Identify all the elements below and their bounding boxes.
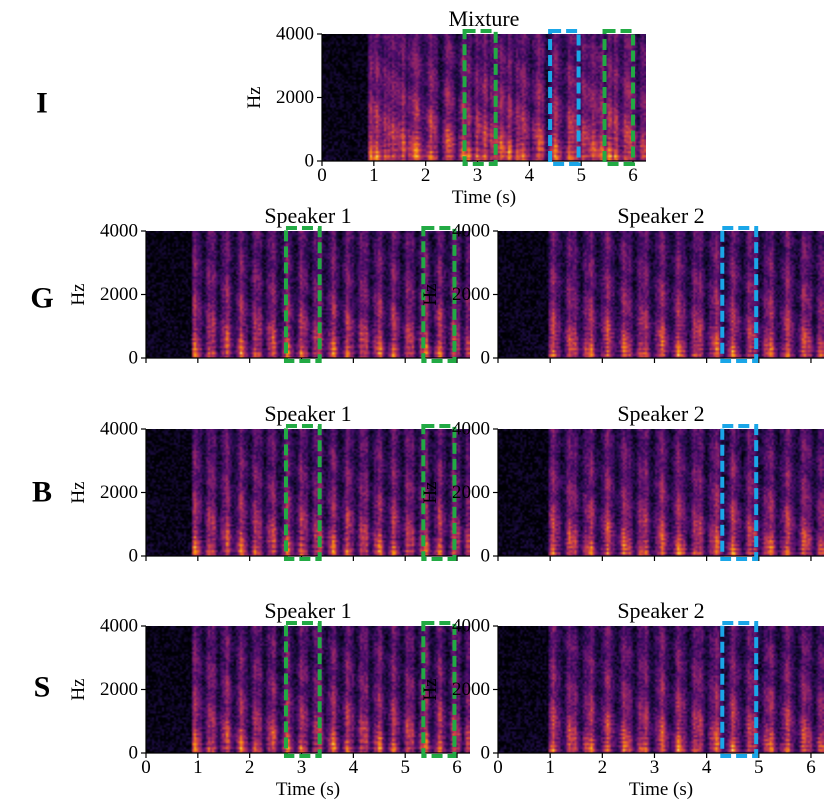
y-axis-label: Hz — [244, 86, 265, 108]
y-tick-label: 4000 — [100, 221, 138, 242]
y-axis-label: Hz — [420, 678, 441, 700]
highlight-box-green — [283, 621, 322, 758]
panel-title: Speaker 2 — [617, 598, 704, 623]
y-tick-label: 0 — [129, 546, 139, 567]
highlight-box-green — [462, 29, 498, 166]
highlight-box-green — [421, 621, 457, 758]
y-axis-label: Hz — [68, 283, 89, 305]
spectrogram-image — [498, 429, 824, 556]
y-axis-label: Hz — [68, 481, 89, 503]
x-tick-label: 6 — [628, 165, 638, 186]
x-tick-label: 3 — [473, 165, 483, 186]
highlight-box-blue — [720, 621, 759, 758]
x-tick-label: 2 — [598, 757, 608, 778]
x-tick-label: 5 — [754, 757, 764, 778]
spectrogram-image — [498, 626, 824, 753]
row-label-s: S — [34, 671, 51, 704]
x-axis-label: Time (s) — [629, 779, 693, 800]
y-tick-label: 4000 — [100, 419, 138, 440]
panel-title: Speaker 1 — [264, 203, 351, 228]
y-axis-label: Hz — [420, 283, 441, 305]
panel-title: Speaker 2 — [617, 203, 704, 228]
panel-s-s1: Speaker 1 0 2000 4000 Hz 0 1 2 3 4 5 6 Time (s) — [68, 598, 470, 800]
y-axis-label: Hz — [420, 481, 441, 503]
x-tick-label: 0 — [317, 165, 327, 186]
y-tick-label: 0 — [481, 546, 491, 567]
x-tick-label: 3 — [650, 757, 660, 778]
x-tick-label: 1 — [545, 757, 555, 778]
spectrogram-image — [146, 626, 470, 753]
x-tick-label: 6 — [452, 757, 462, 778]
highlight-box-green — [283, 424, 322, 561]
x-axis-label: Time (s) — [452, 187, 516, 208]
panel-title: Speaker 2 — [617, 401, 704, 426]
row-label-i: I — [36, 87, 48, 120]
spectrogram-image — [146, 231, 470, 358]
highlight-box-green — [283, 226, 322, 363]
panel-b-s1: Speaker 1 0 2000 4000 Hz — [68, 401, 470, 567]
y-tick-label: 4000 — [100, 616, 138, 637]
panel-title: Speaker 1 — [264, 401, 351, 426]
y-tick-label: 0 — [129, 743, 139, 764]
highlight-box-green — [602, 29, 636, 166]
highlight-box-blue — [720, 424, 759, 561]
x-tick-label: 6 — [806, 757, 816, 778]
x-tick-label: 0 — [493, 757, 503, 778]
y-tick-label: 0 — [481, 348, 491, 369]
y-tick-label: 4000 — [452, 221, 490, 242]
highlight-box-green — [421, 424, 457, 561]
x-tick-label: 4 — [349, 757, 359, 778]
x-tick-label: 1 — [369, 165, 379, 186]
y-tick-label: 2000 — [100, 679, 138, 700]
x-axis-label: Time (s) — [276, 779, 340, 800]
y-tick-label: 2000 — [452, 482, 490, 503]
y-axis-label: Hz — [68, 678, 89, 700]
y-tick-label: 0 — [305, 151, 315, 172]
panel-title: Mixture — [449, 6, 520, 31]
highlight-box-green — [421, 226, 457, 363]
y-tick-label: 0 — [129, 348, 139, 369]
x-tick-label: 4 — [702, 757, 712, 778]
y-tick-label: 0 — [481, 743, 491, 764]
spectrogram-image — [322, 34, 646, 161]
y-tick-label: 2000 — [100, 284, 138, 305]
spectrogram-image — [146, 429, 470, 556]
y-tick-label: 2000 — [276, 87, 314, 108]
x-tick-label: 3 — [297, 757, 307, 778]
x-tick-label: 1 — [193, 757, 203, 778]
y-tick-label: 4000 — [452, 419, 490, 440]
y-tick-label: 2000 — [100, 482, 138, 503]
highlight-box-blue — [548, 29, 581, 166]
x-tick-label: 5 — [400, 757, 410, 778]
highlight-box-blue — [720, 226, 759, 363]
y-tick-label: 4000 — [452, 616, 490, 637]
y-tick-label: 2000 — [452, 679, 490, 700]
panel-b-s2: Speaker 2 0 2000 4000 Hz — [420, 401, 824, 567]
panel-g-s2: Speaker 2 0 2000 4000 Hz — [420, 203, 824, 369]
x-tick-label: 2 — [245, 757, 255, 778]
x-tick-label: 4 — [525, 165, 535, 186]
panel-title: Speaker 1 — [264, 598, 351, 623]
y-tick-label: 4000 — [276, 24, 314, 45]
x-tick-label: 2 — [421, 165, 431, 186]
x-tick-label: 0 — [141, 757, 151, 778]
row-label-b: B — [32, 476, 52, 509]
panel-g-s1: Speaker 1 0 2000 4000 Hz — [68, 203, 470, 369]
spectrogram-image — [498, 231, 824, 358]
x-tick-label: 5 — [576, 165, 586, 186]
panel-i-mix: Mixture 0 2000 4000 Hz 0 1 2 3 4 5 6 Time (s) — [244, 6, 646, 208]
y-tick-label: 2000 — [452, 284, 490, 305]
row-label-g: G — [30, 282, 53, 315]
panel-s-s2: Speaker 2 0 2000 4000 Hz 0 1 2 3 4 5 6 Time (s) — [420, 598, 824, 800]
